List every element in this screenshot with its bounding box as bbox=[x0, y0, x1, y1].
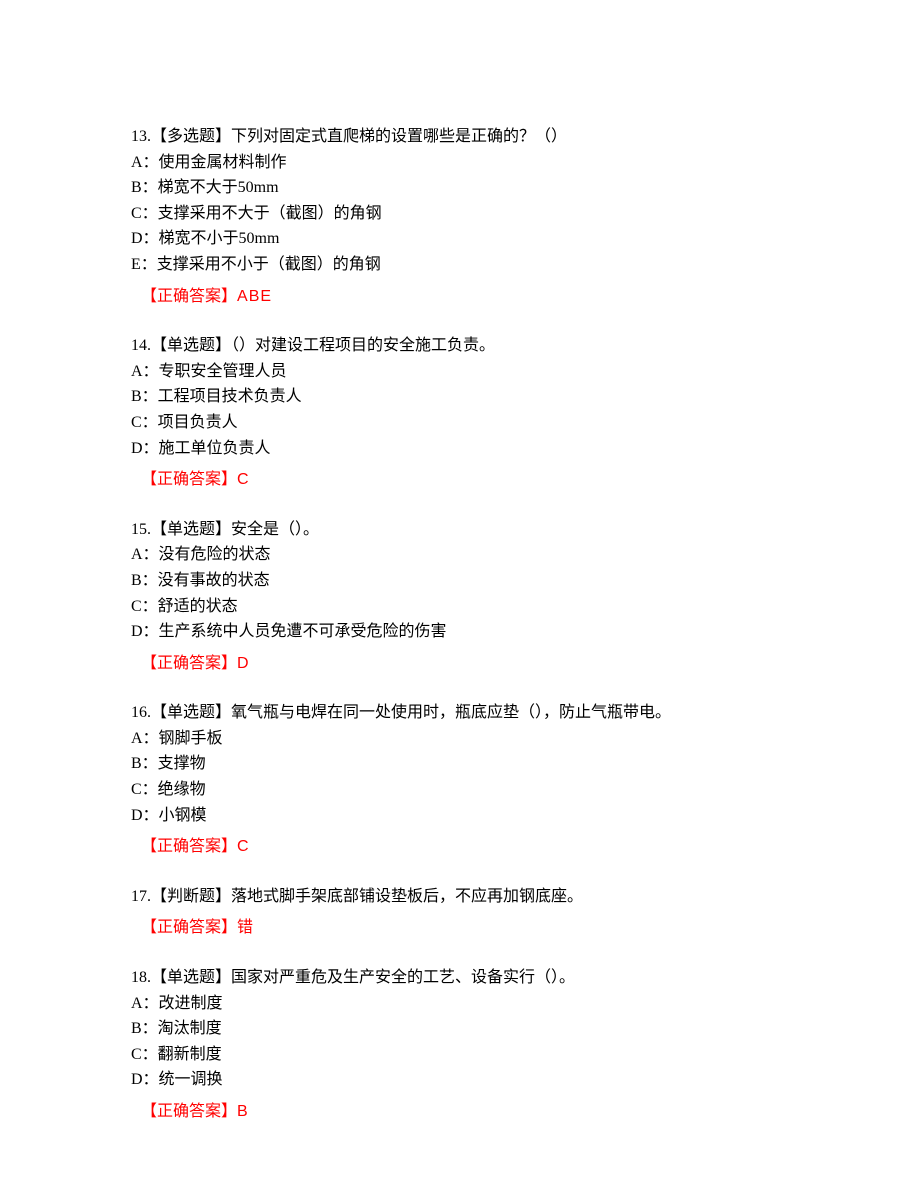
question-option: B：淘汰制度 bbox=[131, 1016, 789, 1042]
question-stem: 16.【单选题】氧气瓶与电焊在同一处使用时，瓶底应垫（），防止气瓶带电。 bbox=[131, 700, 789, 726]
question-option: C：翻新制度 bbox=[131, 1042, 789, 1068]
answer-line: 【正确答案】C bbox=[131, 467, 789, 493]
question-option: D：梯宽不小于50mm bbox=[131, 226, 789, 252]
answer-label: 【正确答案】 bbox=[141, 655, 237, 672]
answer-label: 【正确答案】 bbox=[141, 1103, 237, 1120]
question-number: 14. bbox=[131, 337, 151, 354]
answer-value: C bbox=[237, 838, 250, 855]
question-stem: 18.【单选题】国家对严重危及生产安全的工艺、设备实行（）。 bbox=[131, 965, 789, 991]
question-option: D：生产系统中人员免遭不可承受危险的伤害 bbox=[131, 619, 789, 645]
question-number: 17. bbox=[131, 888, 151, 905]
answer-value: 错 bbox=[237, 919, 254, 936]
question-number: 18. bbox=[131, 969, 151, 986]
question-type: 【单选题】 bbox=[151, 704, 231, 721]
question-block: 13.【多选题】下列对固定式直爬梯的设置哪些是正确的？（）A：使用金属材料制作B… bbox=[131, 124, 789, 309]
question-option: C：项目负责人 bbox=[131, 410, 789, 436]
question-option: A：改进制度 bbox=[131, 991, 789, 1017]
question-block: 18.【单选题】国家对严重危及生产安全的工艺、设备实行（）。A：改进制度B：淘汰… bbox=[131, 965, 789, 1125]
question-option: C：舒适的状态 bbox=[131, 594, 789, 620]
question-option: A：钢脚手板 bbox=[131, 726, 789, 752]
question-stem: 14.【单选题】（）对建设工程项目的安全施工负责。 bbox=[131, 333, 789, 359]
answer-line: 【正确答案】D bbox=[131, 651, 789, 677]
question-stem-text: 下列对固定式直爬梯的设置哪些是正确的？（） bbox=[231, 128, 567, 145]
question-type: 【多选题】 bbox=[151, 128, 231, 145]
question-stem-text: 国家对严重危及生产安全的工艺、设备实行（）。 bbox=[231, 969, 575, 986]
question-block: 16.【单选题】氧气瓶与电焊在同一处使用时，瓶底应垫（），防止气瓶带电。A：钢脚… bbox=[131, 700, 789, 860]
question-option: B：支撑物 bbox=[131, 751, 789, 777]
question-stem-text: 氧气瓶与电焊在同一处使用时，瓶底应垫（），防止气瓶带电。 bbox=[231, 704, 671, 721]
question-block: 17.【判断题】落地式脚手架底部铺设垫板后，不应再加钢底座。【正确答案】错 bbox=[131, 884, 789, 941]
question-block: 15.【单选题】安全是（）。A：没有危险的状态B：没有事故的状态C：舒适的状态D… bbox=[131, 517, 789, 677]
question-option: B：工程项目技术负责人 bbox=[131, 384, 789, 410]
answer-value: D bbox=[237, 655, 250, 672]
question-type: 【判断题】 bbox=[151, 888, 231, 905]
question-option: A：使用金属材料制作 bbox=[131, 150, 789, 176]
question-block: 14.【单选题】（）对建设工程项目的安全施工负责。A：专职安全管理人员B：工程项… bbox=[131, 333, 789, 493]
question-number: 15. bbox=[131, 521, 151, 538]
question-stem-text: （）对建设工程项目的安全施工负责。 bbox=[231, 337, 495, 354]
question-option: B：没有事故的状态 bbox=[131, 568, 789, 594]
question-option: B：梯宽不大于50mm bbox=[131, 175, 789, 201]
question-option: A：专职安全管理人员 bbox=[131, 359, 789, 385]
answer-value: ABE bbox=[237, 288, 272, 305]
question-stem: 15.【单选题】安全是（）。 bbox=[131, 517, 789, 543]
question-option: C：支撑采用不大于（截图）的角钢 bbox=[131, 201, 789, 227]
question-option: D：统一调换 bbox=[131, 1067, 789, 1093]
question-stem: 17.【判断题】落地式脚手架底部铺设垫板后，不应再加钢底座。 bbox=[131, 884, 789, 910]
answer-line: 【正确答案】C bbox=[131, 834, 789, 860]
question-option: A：没有危险的状态 bbox=[131, 542, 789, 568]
question-stem-text: 落地式脚手架底部铺设垫板后，不应再加钢底座。 bbox=[231, 888, 583, 905]
answer-value: B bbox=[237, 1103, 249, 1120]
answer-label: 【正确答案】 bbox=[141, 471, 237, 488]
question-number: 16. bbox=[131, 704, 151, 721]
question-number: 13. bbox=[131, 128, 151, 145]
answer-line: 【正确答案】错 bbox=[131, 915, 789, 941]
question-type: 【单选题】 bbox=[151, 521, 231, 538]
answer-label: 【正确答案】 bbox=[141, 838, 237, 855]
question-option: C：绝缘物 bbox=[131, 777, 789, 803]
question-stem-text: 安全是（）。 bbox=[231, 521, 319, 538]
answer-line: 【正确答案】B bbox=[131, 1099, 789, 1125]
answer-line: 【正确答案】ABE bbox=[131, 284, 789, 310]
question-type: 【单选题】 bbox=[151, 337, 231, 354]
question-stem: 13.【多选题】下列对固定式直爬梯的设置哪些是正确的？（） bbox=[131, 124, 789, 150]
answer-label: 【正确答案】 bbox=[141, 288, 237, 305]
questions-container: 13.【多选题】下列对固定式直爬梯的设置哪些是正确的？（）A：使用金属材料制作B… bbox=[131, 124, 789, 1125]
question-option: E：支撑采用不小于（截图）的角钢 bbox=[131, 252, 789, 278]
question-option: D：施工单位负责人 bbox=[131, 436, 789, 462]
answer-value: C bbox=[237, 471, 250, 488]
question-type: 【单选题】 bbox=[151, 969, 231, 986]
answer-label: 【正确答案】 bbox=[141, 919, 237, 936]
question-option: D：小钢模 bbox=[131, 803, 789, 829]
